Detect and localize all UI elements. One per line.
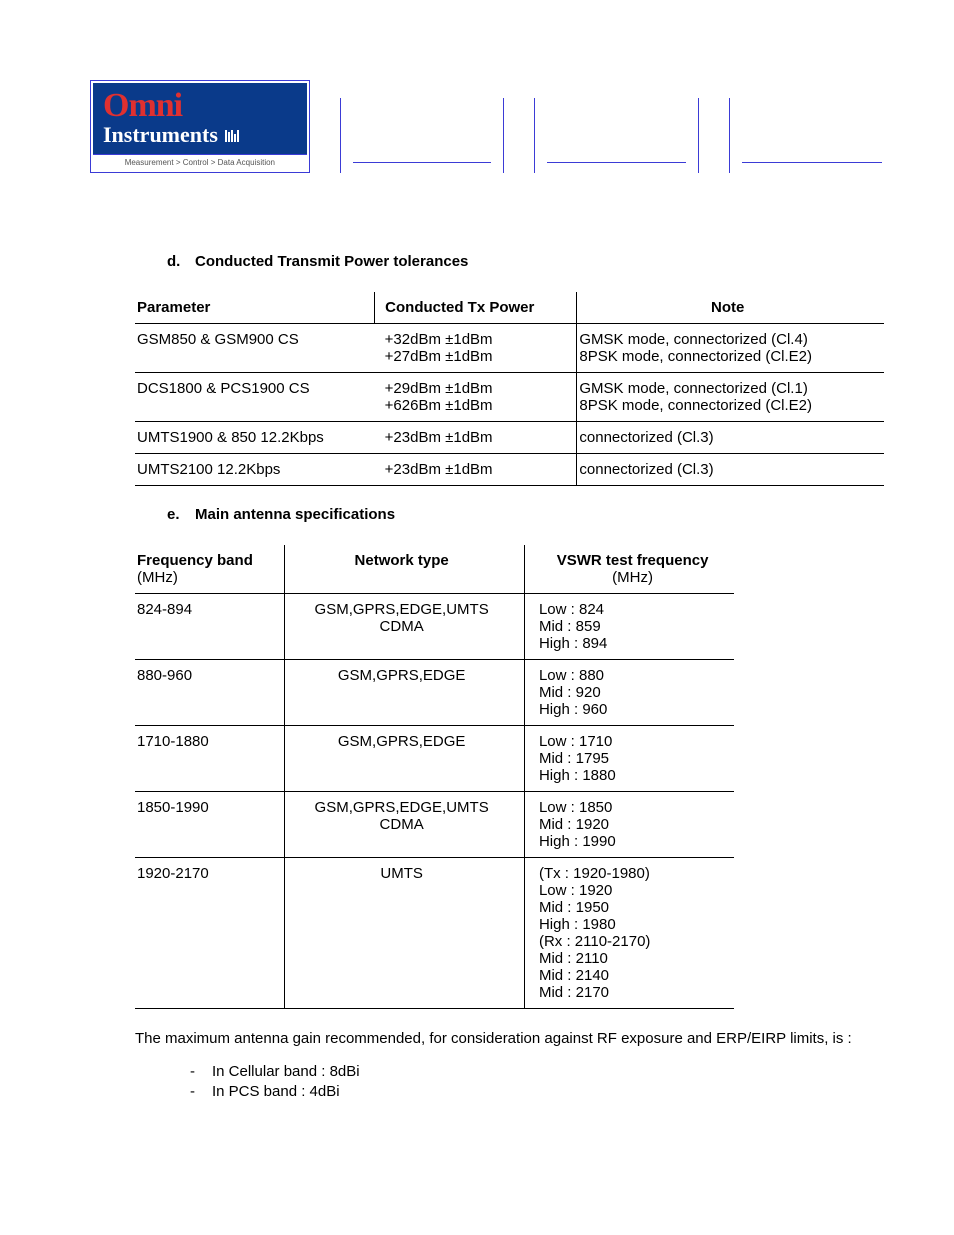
table-cell: GSM,GPRS,EDGE	[285, 659, 525, 725]
section-d-title: d.Conducted Transmit Power tolerances	[167, 253, 884, 270]
th-parameter: Parameter	[135, 292, 375, 324]
table-cell: connectorized (Cl.3)	[577, 453, 884, 485]
table-cell: +23dBm ±1dBm	[375, 421, 577, 453]
logo-text-bottom: Instruments	[103, 122, 218, 148]
content-area: d.Conducted Transmit Power tolerances Pa…	[90, 253, 894, 1100]
th-txpower: Conducted Tx Power	[375, 292, 577, 324]
table-cell: GMSK mode, connectorized (Cl.4)8PSK mode…	[577, 323, 884, 372]
company-logo: Omni Instruments Measurement > Control >…	[90, 80, 310, 173]
table-cell: (Tx : 1920-1980)Low : 1920Mid : 1950High…	[524, 857, 734, 1008]
gain-paragraph: The maximum antenna gain recommended, fo…	[135, 1029, 884, 1049]
table-cell: UMTS2100 12.2Kbps	[135, 453, 375, 485]
table-cell: GSM850 & GSM900 CS	[135, 323, 375, 372]
table-cell: UMTS1900 & 850 12.2Kbps	[135, 421, 375, 453]
header-cell-2	[534, 98, 699, 173]
table-cell: +32dBm ±1dBm+27dBm ±1dBm	[375, 323, 577, 372]
table-cell: 1920-2170	[135, 857, 285, 1008]
list-item: -In Cellular band : 8dBi	[190, 1063, 884, 1080]
table-cell: connectorized (Cl.3)	[577, 421, 884, 453]
page-header: Omni Instruments Measurement > Control >…	[90, 80, 894, 173]
th-freqband: Frequency band(MHz)	[135, 545, 285, 594]
table-row: UMTS2100 12.2Kbps+23dBm ±1dBmconnectoriz…	[135, 453, 884, 485]
table-cell: GSM,GPRS,EDGE,UMTSCDMA	[285, 791, 525, 857]
header-cell-1	[340, 98, 505, 173]
list-item: -In PCS band : 4dBi	[190, 1083, 884, 1100]
table-cell: 824-894	[135, 593, 285, 659]
table-cell: +23dBm ±1dBm	[375, 453, 577, 485]
logo-tagline: Measurement > Control > Data Acquisition	[93, 154, 307, 170]
table-cell: DCS1800 & PCS1900 CS	[135, 372, 375, 421]
table-cell: GSM,GPRS,EDGE	[285, 725, 525, 791]
document-page: Omni Instruments Measurement > Control >…	[0, 0, 954, 1163]
table-row: 1710-1880GSM,GPRS,EDGELow : 1710Mid : 17…	[135, 725, 734, 791]
logo-bars-icon	[225, 129, 240, 146]
table-row: 1920-2170UMTS(Tx : 1920-1980)Low : 1920M…	[135, 857, 734, 1008]
table-cell: 1850-1990	[135, 791, 285, 857]
table-row: GSM850 & GSM900 CS+32dBm ±1dBm+27dBm ±1d…	[135, 323, 884, 372]
logo-text-top: Omni	[103, 91, 297, 122]
th-vswr: VSWR test frequency(MHz)	[524, 545, 734, 594]
th-note: Note	[577, 292, 884, 324]
table-cell: Low : 1710Mid : 1795High : 1880	[524, 725, 734, 791]
table-cell: UMTS	[285, 857, 525, 1008]
table-cell: GSM,GPRS,EDGE,UMTSCDMA	[285, 593, 525, 659]
tx-power-table: Parameter Conducted Tx Power Note GSM850…	[135, 292, 884, 486]
table-row: UMTS1900 & 850 12.2Kbps+23dBm ±1dBmconne…	[135, 421, 884, 453]
gain-bullets: -In Cellular band : 8dBi -In PCS band : 4…	[190, 1063, 884, 1100]
table-cell: 1710-1880	[135, 725, 285, 791]
table-cell: +29dBm ±1dBm+626Bm ±1dBm	[375, 372, 577, 421]
section-e-title: e.Main antenna specifications	[167, 506, 884, 523]
header-cell-3	[729, 98, 894, 173]
table-row: DCS1800 & PCS1900 CS+29dBm ±1dBm+626Bm ±…	[135, 372, 884, 421]
antenna-spec-table: Frequency band(MHz) Network type VSWR te…	[135, 545, 734, 1009]
table-row: 880-960GSM,GPRS,EDGELow : 880Mid : 920Hi…	[135, 659, 734, 725]
table-cell: 880-960	[135, 659, 285, 725]
table-row: 1850-1990GSM,GPRS,EDGE,UMTSCDMALow : 185…	[135, 791, 734, 857]
th-nettype: Network type	[285, 545, 525, 594]
table-cell: Low : 824Mid : 859High : 894	[524, 593, 734, 659]
table-row: 824-894GSM,GPRS,EDGE,UMTSCDMALow : 824Mi…	[135, 593, 734, 659]
table-cell: Low : 1850Mid : 1920High : 1990	[524, 791, 734, 857]
table-cell: GMSK mode, connectorized (Cl.1)8PSK mode…	[577, 372, 884, 421]
table-cell: Low : 880Mid : 920High : 960	[524, 659, 734, 725]
